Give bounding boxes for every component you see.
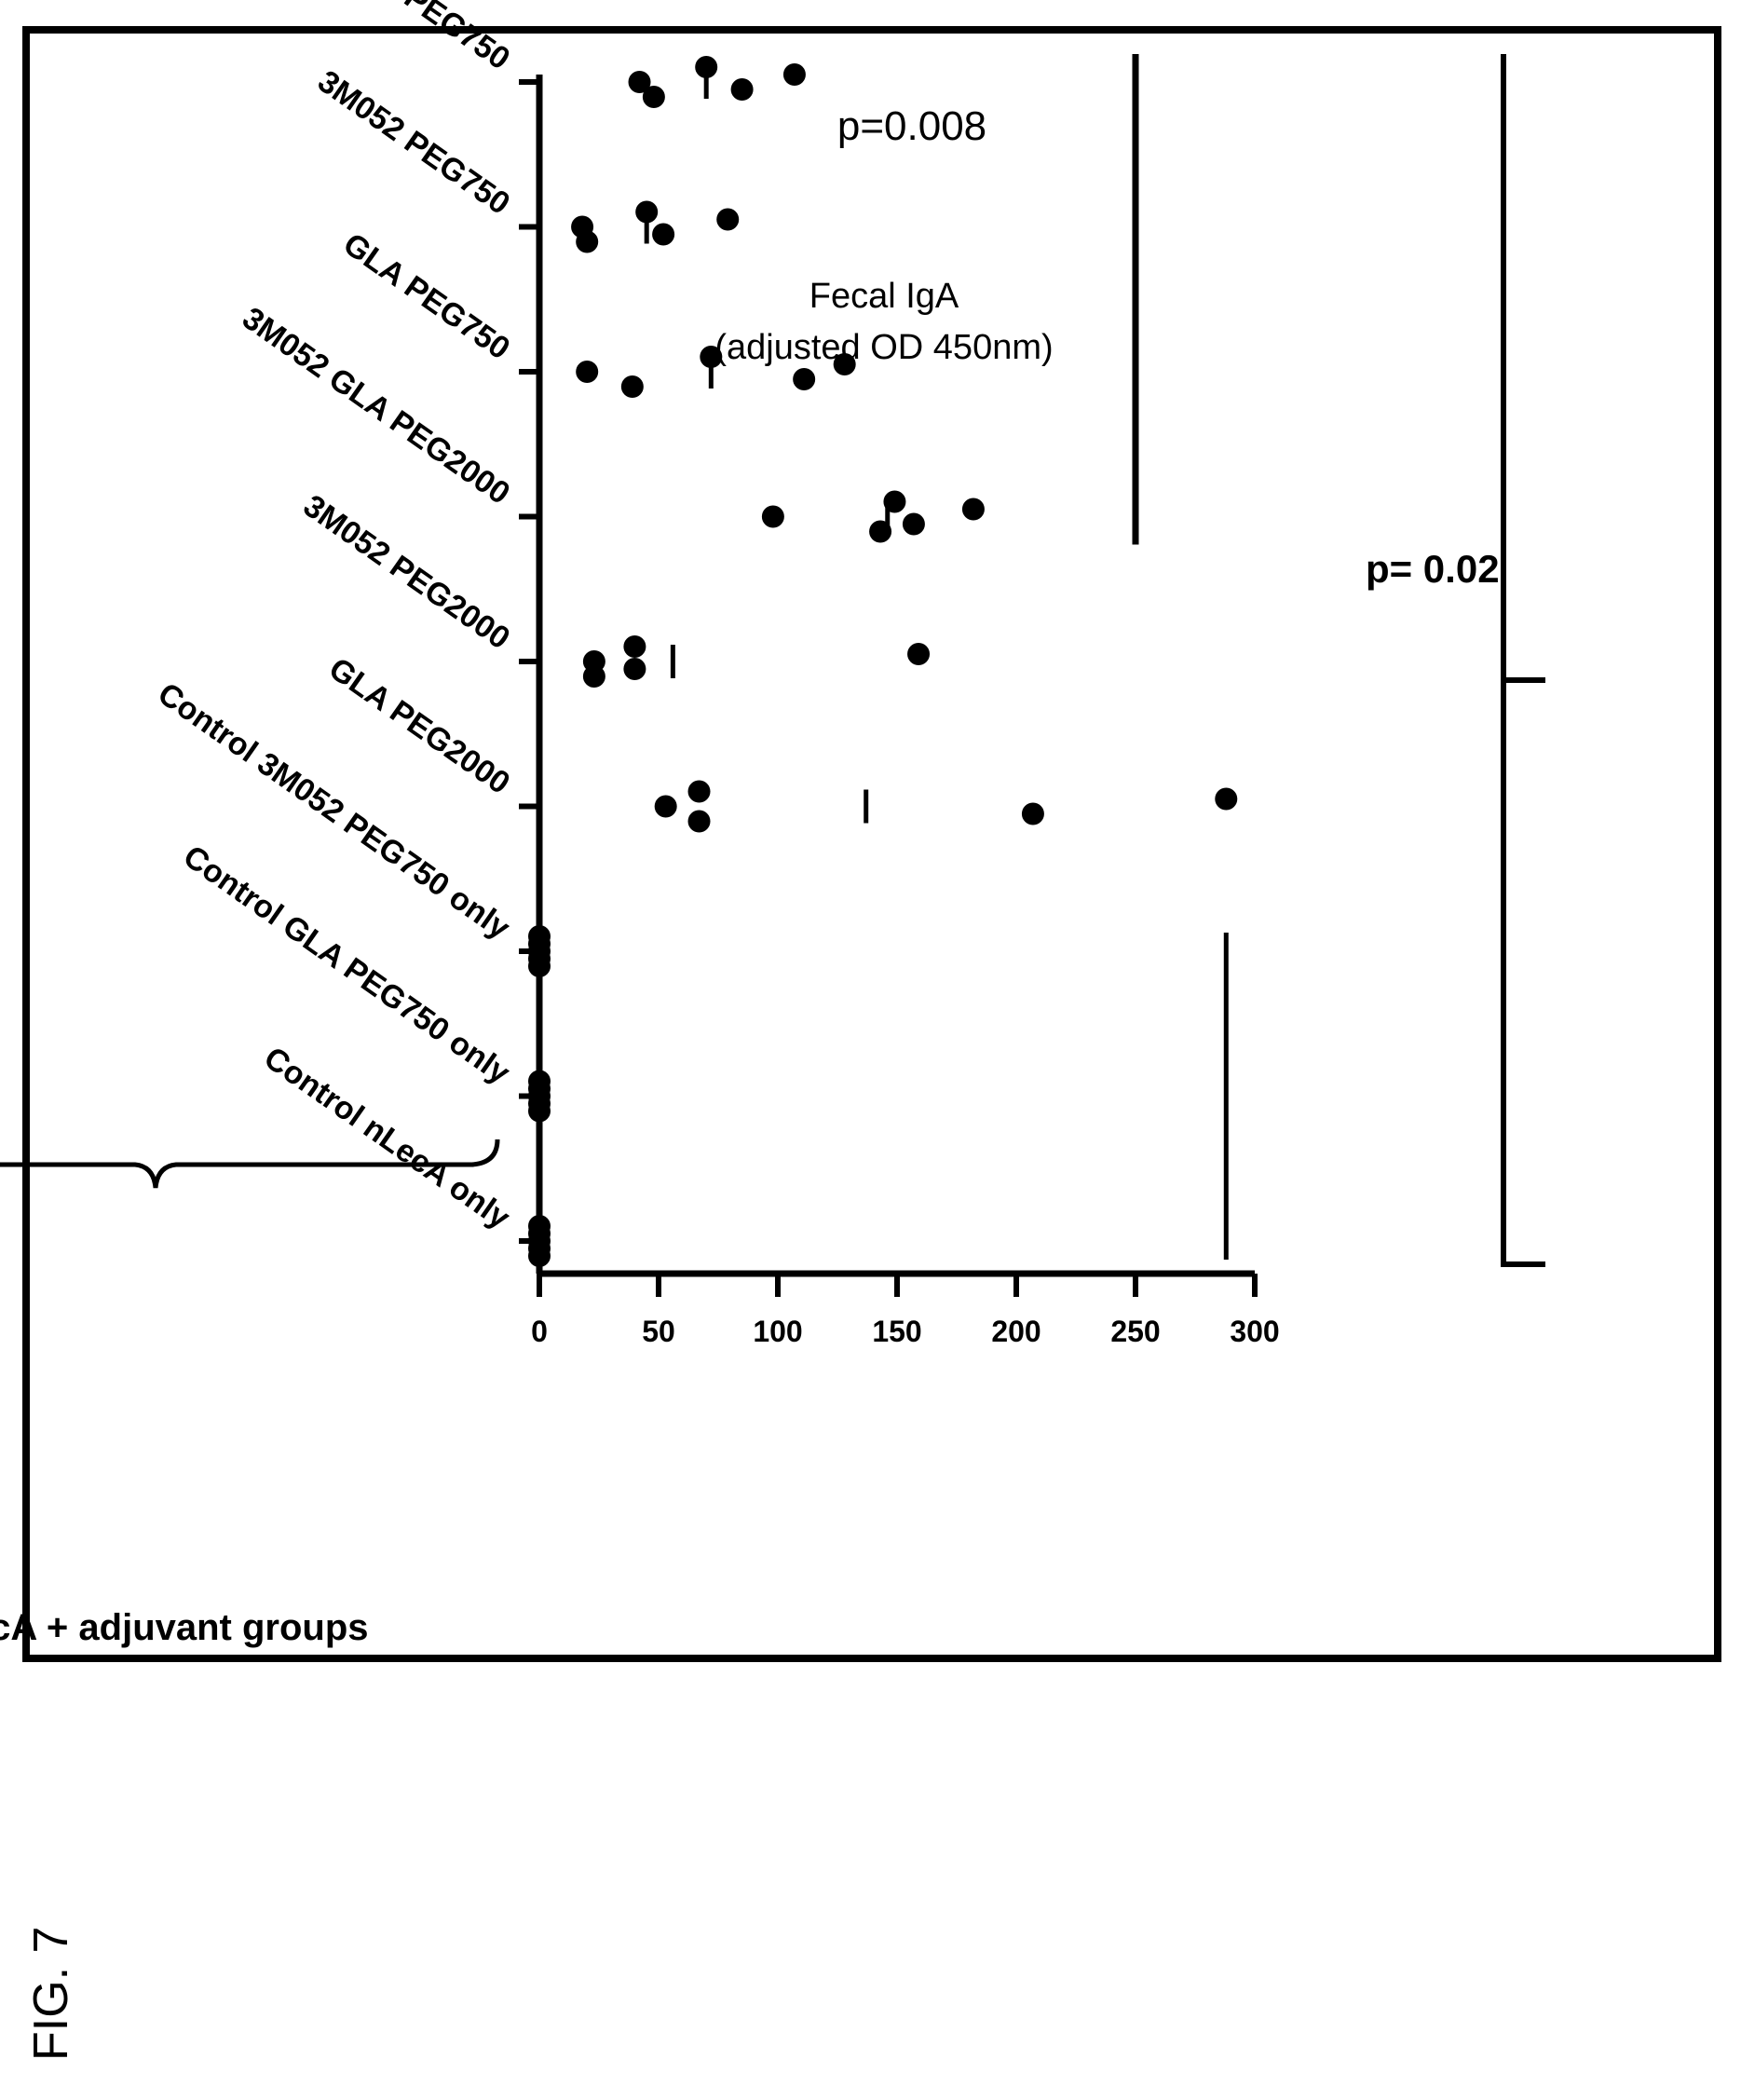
figure-label: FIG. 7 [24,1927,78,2061]
data-point [730,78,754,101]
data-point [761,505,784,528]
value-tick-label: 200 [991,1315,1041,1348]
data-point [642,86,665,108]
mean-lines [644,65,1229,1260]
data-point [1215,787,1238,811]
data-point [528,1230,551,1252]
data-point [793,368,816,390]
value-axis-title-line1: Fecal IgA [809,277,959,316]
data-point [902,512,925,536]
data-point [652,223,675,246]
value-axis-ticks: 0 50 100 150 200 250 300 [531,1274,1280,1348]
significance-brackets: p=0.008 p= 0.02 [837,54,1545,1267]
data-points [528,56,1238,1267]
data-point [961,498,985,521]
value-tick-label: 150 [872,1315,921,1348]
value-tick-label: 100 [753,1315,802,1348]
adjuvant-group-label: LecA + adjuvant groups [0,1607,369,1648]
value-tick-label: 250 [1110,1315,1160,1348]
data-point [528,940,551,962]
adjuvant-group-bracket [0,1139,500,1189]
value-tick-label: 300 [1230,1315,1279,1348]
sig-bracket-ends [1503,677,1545,1267]
chart-frame [22,26,1721,1662]
data-point [687,780,711,803]
value-tick-label: 50 [642,1315,675,1348]
data-point [623,635,646,658]
value-tick-label: 0 [531,1315,548,1348]
data-point [582,650,605,673]
data-point [576,361,599,383]
data-point [628,71,651,93]
data-point [907,643,931,665]
sig-label-p008: p=0.008 [837,103,986,149]
value-axis-title-line2: (adjusted OD 450nm) [714,328,1053,367]
data-point [1021,802,1044,825]
data-point [716,208,740,231]
data-point [623,658,646,680]
data-point [528,1084,551,1108]
sig-label-p002: p= 0.02 [1366,547,1500,591]
data-point [687,810,711,833]
data-point [782,63,806,86]
data-point [833,353,856,375]
data-point [571,215,594,239]
data-point [620,375,644,398]
data-point [654,795,677,818]
